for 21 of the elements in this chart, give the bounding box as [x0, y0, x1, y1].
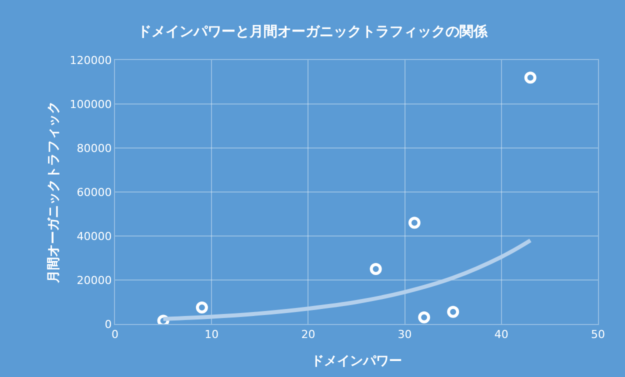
point — [418, 311, 430, 324]
x-tick-label: 40 — [494, 328, 508, 342]
x-tick-label: 50 — [591, 328, 605, 342]
y-tick-label: 20000 — [76, 274, 112, 287]
point — [196, 302, 208, 314]
y-tick-label: 100000 — [70, 98, 112, 111]
point — [524, 72, 536, 84]
y-tick-label: 0 — [104, 318, 112, 331]
x-tick-label: 20 — [301, 328, 316, 342]
point — [447, 306, 460, 318]
x-axis-title: ドメインパワー — [311, 354, 402, 369]
y-tick-label: 80000 — [76, 142, 112, 155]
chart-title: ドメインパワーと月間オーガニックトラフィックの関係 — [138, 24, 488, 40]
x-tick-label: 10 — [204, 328, 219, 342]
point — [408, 216, 420, 229]
y-tick-label: 40000 — [76, 230, 112, 243]
y-axis-title: 月間オーガニックトラフィック — [46, 101, 62, 284]
point — [370, 263, 382, 275]
y-tick-label: 120000 — [70, 54, 112, 67]
y-tick-label: 60000 — [76, 186, 112, 199]
x-tick-label: 30 — [398, 328, 412, 342]
